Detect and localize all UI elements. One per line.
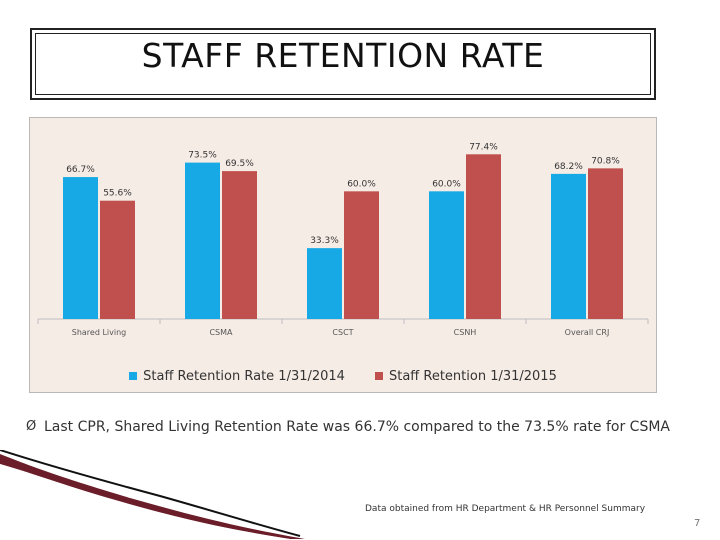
bar-2015-2 <box>344 191 379 319</box>
source-note: Data obtained from HR Department & HR Pe… <box>365 504 646 514</box>
category-label-3: CSNH <box>454 328 477 337</box>
data-label-2014-3: 60.0% <box>432 179 461 189</box>
legend-swatch-2014 <box>129 372 138 380</box>
data-label-2015-1: 69.5% <box>225 159 254 169</box>
chart-frame: 66.7% 55.6% Shared Living 73.5% 69.5% CSMA 33.… <box>29 117 657 393</box>
title-box: STAFF RETENTION RATE <box>30 28 656 100</box>
bullet-point: Ø Last CPR, Shared Living Retention Rate… <box>26 418 676 436</box>
legend-label-2014: Staff Retention Rate 1/31/2014 <box>143 368 345 384</box>
legend-swatch-2015 <box>374 372 383 380</box>
slide-title: STAFF RETENTION RATE <box>141 36 545 75</box>
title-inner-border <box>35 33 651 95</box>
bar-2015-3 <box>466 154 501 319</box>
bar-2014-3 <box>429 191 464 319</box>
data-label-2015-0: 55.6% <box>103 189 132 199</box>
decorative-swoosh <box>0 450 305 539</box>
category-label-2: CSCT <box>332 328 353 337</box>
legend-item-2014: Staff Retention Rate 1/31/2014 <box>129 366 345 386</box>
bar-chart: 66.7% 55.6% Shared Living 73.5% 69.5% CSMA 33.… <box>37 142 649 337</box>
bar-2014-1 <box>185 162 220 319</box>
data-label-2015-3: 77.4% <box>469 142 498 152</box>
bar-2015-4 <box>588 168 623 319</box>
bar-2015-0 <box>100 200 135 319</box>
page-number: 7 <box>694 518 701 529</box>
legend-label-2015: Staff Retention 1/31/2015 <box>388 368 557 384</box>
arrow-bullet-icon: Ø <box>26 419 37 434</box>
chart-legend: Staff Retention Rate 1/31/2014 Staff Ret… <box>30 366 656 386</box>
category-label-0: Shared Living <box>72 328 127 337</box>
category-label-1: CSMA <box>209 328 233 337</box>
data-label-2014-0: 66.7% <box>66 165 95 175</box>
category-label-4: Overall CRJ <box>565 328 610 337</box>
data-label-2015-2: 60.0% <box>347 179 376 189</box>
legend-item-2015: Staff Retention 1/31/2015 <box>374 366 557 386</box>
bar-2015-1 <box>222 171 257 319</box>
data-label-2014-2: 33.3% <box>310 236 339 246</box>
data-label-2014-4: 68.2% <box>554 162 583 172</box>
bar-2014-2 <box>307 248 342 319</box>
data-label-2015-4: 70.8% <box>591 156 620 166</box>
bar-2014-4 <box>551 173 586 319</box>
bullet-text: Last CPR, Shared Living Retention Rate w… <box>44 419 671 435</box>
bar-2014-0 <box>63 177 98 319</box>
data-label-2014-1: 73.5% <box>188 151 217 161</box>
